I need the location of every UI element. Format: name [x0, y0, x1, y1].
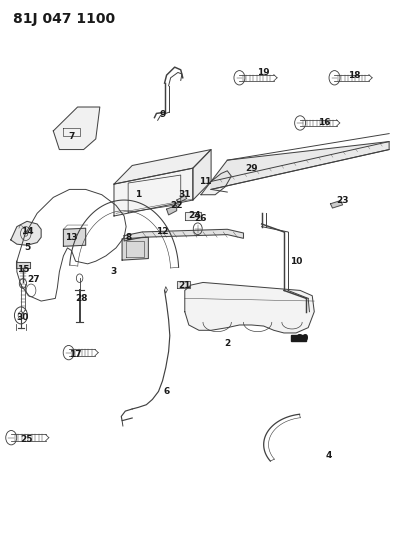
Text: 4: 4: [324, 451, 331, 460]
Polygon shape: [63, 228, 85, 246]
Text: 12: 12: [156, 228, 168, 237]
Text: 19: 19: [257, 68, 269, 77]
Text: 26: 26: [194, 214, 207, 223]
Text: 7: 7: [68, 132, 75, 141]
Text: 10: 10: [289, 257, 301, 265]
Text: 30: 30: [17, 312, 29, 321]
Polygon shape: [330, 200, 342, 208]
Text: 29: 29: [245, 164, 257, 173]
Text: 14: 14: [21, 228, 33, 237]
Polygon shape: [114, 168, 192, 216]
Text: 15: 15: [17, 265, 29, 273]
Text: 16: 16: [318, 118, 330, 127]
Text: 23: 23: [335, 196, 348, 205]
Text: 8: 8: [125, 233, 131, 242]
Text: 81J 047 1100: 81J 047 1100: [13, 12, 115, 27]
Text: 27: 27: [27, 275, 39, 284]
Polygon shape: [114, 150, 211, 184]
Text: 21: 21: [178, 280, 191, 289]
Polygon shape: [176, 196, 186, 203]
Polygon shape: [122, 237, 148, 260]
Text: 13: 13: [65, 233, 78, 242]
Polygon shape: [192, 150, 211, 200]
Text: 20: 20: [295, 334, 307, 343]
Text: 3: 3: [111, 268, 117, 276]
Polygon shape: [166, 205, 176, 215]
Polygon shape: [184, 212, 200, 220]
Polygon shape: [184, 282, 313, 333]
Polygon shape: [176, 281, 190, 288]
Text: 6: 6: [163, 387, 169, 396]
Polygon shape: [211, 142, 388, 189]
Text: 18: 18: [347, 70, 360, 79]
Text: 9: 9: [159, 110, 165, 119]
Polygon shape: [124, 229, 243, 241]
Polygon shape: [290, 335, 305, 341]
Polygon shape: [200, 171, 231, 195]
Text: 31: 31: [178, 190, 191, 199]
Text: 2: 2: [224, 339, 230, 348]
Text: 25: 25: [21, 435, 33, 444]
Text: 24: 24: [188, 212, 201, 221]
Text: 28: 28: [75, 294, 87, 303]
Text: 17: 17: [69, 350, 82, 359]
Text: 22: 22: [170, 201, 183, 210]
Polygon shape: [53, 107, 100, 150]
Text: 1: 1: [135, 190, 141, 199]
Text: 11: 11: [198, 177, 211, 186]
Text: 5: 5: [24, 244, 30, 253]
Polygon shape: [11, 221, 41, 245]
